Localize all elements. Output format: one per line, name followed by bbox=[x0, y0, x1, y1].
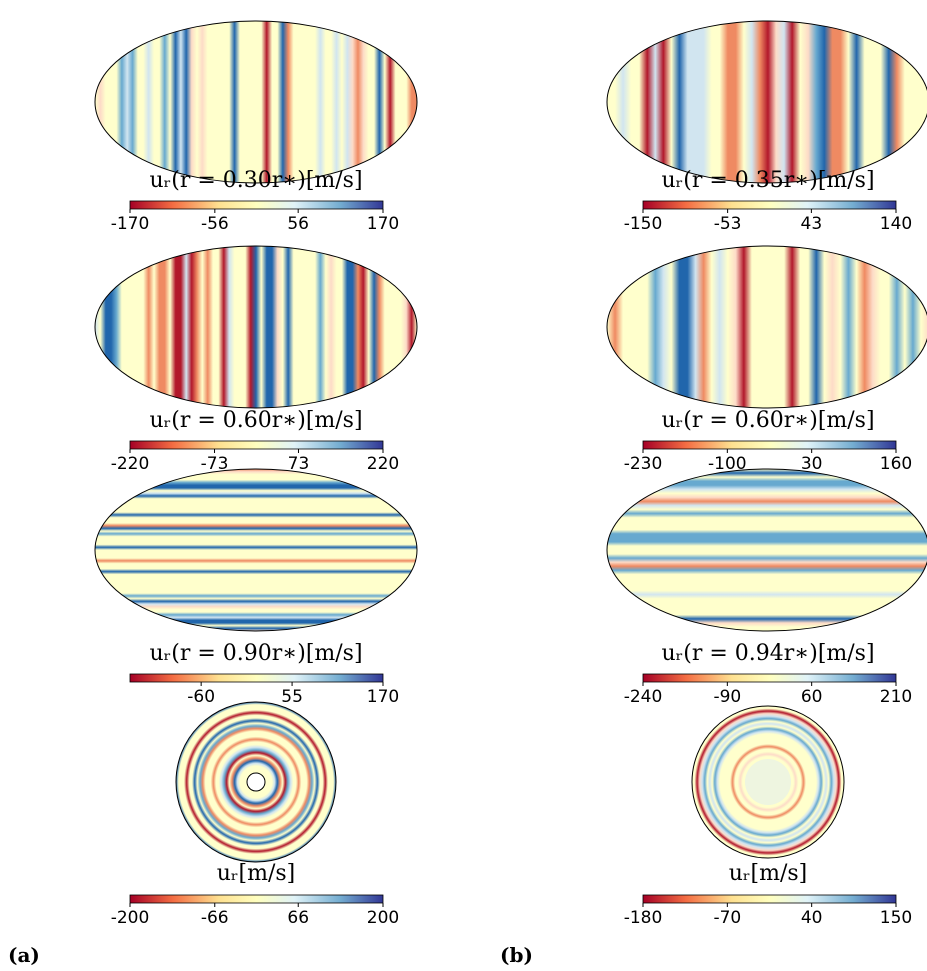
colorbar-tick-label: -53 bbox=[714, 214, 742, 234]
colorbar-tick-label: -200 bbox=[111, 908, 150, 928]
colorbar-title: uᵣ(r = 0.60r∗)[m/s] bbox=[661, 408, 874, 433]
colorbar-title: uᵣ[m/s] bbox=[217, 861, 296, 886]
colorbar-tick-label: -220 bbox=[111, 454, 150, 474]
colorbar bbox=[130, 201, 383, 209]
colorbar bbox=[643, 441, 896, 449]
map bbox=[607, 21, 927, 183]
colorbar-title: uᵣ(r = 0.30r∗)[m/s] bbox=[149, 168, 362, 193]
colorbar-tick-label: 170 bbox=[367, 687, 399, 707]
colorbar-tick-label: 43 bbox=[801, 214, 823, 234]
colorbar-tick-label: 210 bbox=[880, 687, 912, 707]
colorbar-tick-label: 66 bbox=[287, 908, 309, 928]
colorbar-tick-label: 40 bbox=[801, 908, 823, 928]
panel-label: (a) bbox=[8, 943, 40, 967]
colorbar-tick-label: 140 bbox=[880, 214, 912, 234]
colorbar-title: uᵣ(r = 0.60r∗)[m/s] bbox=[149, 408, 362, 433]
inner-core bbox=[247, 773, 265, 791]
colorbar bbox=[130, 441, 383, 449]
colorbar-tick-label: -66 bbox=[201, 908, 229, 928]
colorbar-title: uᵣ(r = 0.35r∗)[m/s] bbox=[661, 168, 874, 193]
colorbar-tick-label: 220 bbox=[367, 454, 399, 474]
colorbar-tick-label: -70 bbox=[713, 908, 741, 928]
map bbox=[95, 246, 417, 408]
colorbar-tick-label: 160 bbox=[880, 454, 912, 474]
colorbar-tick-label: -60 bbox=[187, 687, 215, 707]
colorbar-tick-label: -240 bbox=[624, 687, 663, 707]
colorbar-tick-label: 60 bbox=[801, 687, 823, 707]
figure: (a) uᵣ(r = 0.30r∗)[m/s] -170 -56 56 170 uᵣ(r =… bbox=[0, 0, 927, 971]
colorbar bbox=[643, 895, 896, 903]
colorbar bbox=[130, 674, 383, 682]
colorbar-tick-label: -56 bbox=[201, 214, 229, 234]
colorbar-tick-label: -170 bbox=[111, 214, 150, 234]
map bbox=[607, 246, 927, 408]
colorbar bbox=[130, 895, 383, 903]
map bbox=[607, 469, 927, 631]
colorbar bbox=[643, 674, 896, 682]
colorbar-tick-label: -150 bbox=[624, 214, 663, 234]
colorbar-title: uᵣ[m/s] bbox=[729, 861, 808, 886]
colorbar-tick-label: -230 bbox=[624, 454, 663, 474]
colorbar-tick-label: 200 bbox=[367, 908, 399, 928]
colorbar-tick-label: 56 bbox=[287, 214, 309, 234]
colorbar-title: uᵣ(r = 0.90r∗)[m/s] bbox=[149, 641, 362, 666]
map bbox=[95, 21, 417, 183]
colorbar-tick-label: -90 bbox=[713, 687, 741, 707]
colorbar-title: uᵣ(r = 0.94r∗)[m/s] bbox=[661, 641, 874, 666]
map bbox=[95, 469, 417, 631]
colorbar-tick-label: -180 bbox=[624, 908, 663, 928]
colorbar-tick-label: 170 bbox=[367, 214, 399, 234]
inner-core bbox=[745, 759, 791, 805]
colorbar-tick-label: 55 bbox=[281, 687, 303, 707]
colorbar-tick-label: 150 bbox=[880, 908, 912, 928]
colorbar bbox=[643, 201, 896, 209]
panel-label: (b) bbox=[500, 943, 533, 967]
